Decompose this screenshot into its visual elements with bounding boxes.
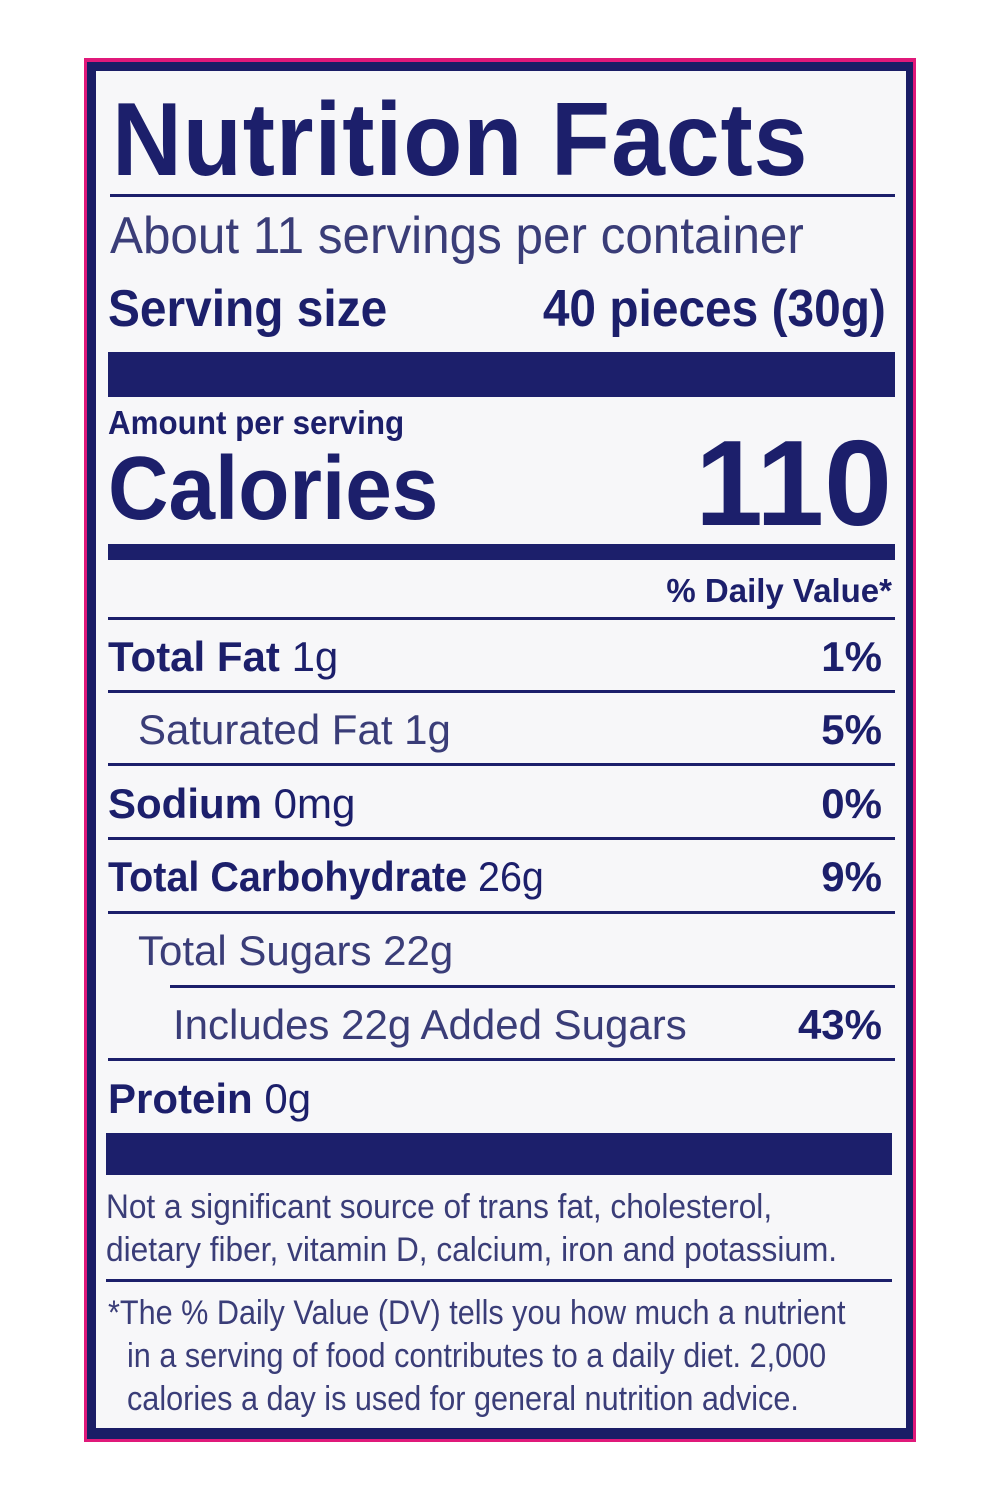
dv-added-sugars: 43% [797, 1001, 882, 1048]
footnote-line-2: in a serving of food contributes to a da… [127, 1337, 827, 1375]
daily-value-header: % Daily Value* [666, 572, 892, 609]
serving-size-value: 40 pieces (30g) [542, 280, 886, 338]
medium-bar [108, 544, 895, 560]
label-title: Nutrition Facts [112, 82, 809, 198]
dv-saturated-fat: 5% [821, 706, 882, 753]
label-border [84, 58, 916, 1442]
thick-bar [108, 352, 895, 397]
servings-per-container: About 11 servings per container [110, 207, 804, 265]
serving-size-label: Serving size [108, 280, 388, 338]
nutrient-added-sugars: Includes 22g Added Sugars [173, 1001, 687, 1048]
nutrient-total-sugars: Total Sugars 22g [138, 927, 454, 974]
divider [110, 194, 895, 197]
nutrient-sodium: Sodium 0mg [108, 780, 356, 827]
not-significant-line-2: dietary fiber, vitamin D, calcium, iron … [106, 1231, 838, 1269]
not-significant-line-1: Not a significant source of trans fat, c… [106, 1188, 773, 1226]
nutrient-protein: Protein 0g [108, 1075, 312, 1122]
nutrient-saturated-fat: Saturated Fat 1g [138, 706, 451, 753]
dv-total-fat: 1% [821, 633, 882, 680]
nutrient-total-carbohydrate: Total Carbohydrate 26g [108, 853, 544, 900]
calories-value: 110 [695, 415, 892, 551]
footnote-line-1: *The % Daily Value (DV) tells you how mu… [108, 1294, 846, 1332]
calories-label: Calories [108, 439, 439, 539]
nutrient-total-fat: Total Fat 1g [108, 633, 339, 680]
dv-total-carbohydrate: 9% [821, 853, 882, 900]
amount-per-serving: Amount per serving [108, 404, 405, 441]
thick-bar-bottom [106, 1133, 892, 1175]
footnote-line-3: calories a day is used for general nutri… [127, 1380, 799, 1418]
dv-sodium: 0% [821, 780, 882, 827]
